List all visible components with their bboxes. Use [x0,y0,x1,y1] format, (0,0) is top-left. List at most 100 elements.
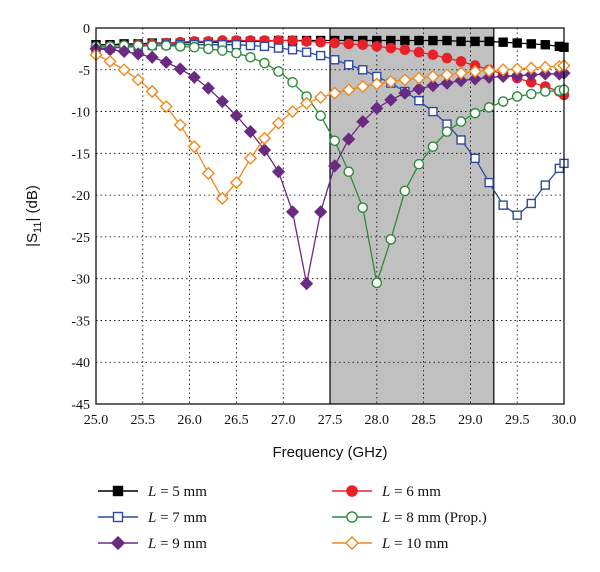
data-point [243,151,258,165]
data-point [285,205,300,219]
data-point [187,140,201,154]
data-point [160,40,172,51]
data-point [484,36,494,47]
x-tick-label: 28.5 [411,413,436,428]
legend-entry: L = 6 mm [332,484,441,500]
legend-label: L = 6 mm [381,484,441,500]
data-point [146,40,158,51]
data-point [145,50,159,64]
data-point [273,66,284,77]
data-point [414,35,424,46]
legend-swatch-marker [346,511,358,523]
data-point [357,39,369,51]
data-point [456,36,466,47]
data-point [540,40,550,50]
data-point [468,64,482,79]
y-axis-label-sub: 11 [32,222,44,233]
legend-label-var: L [381,536,390,552]
legend-label-value: = 9 mm [156,536,207,552]
legend-label: L = 5 mm [147,484,207,500]
data-point [229,109,243,123]
data-point [371,277,383,289]
data-point [538,67,552,81]
data-point [231,40,242,50]
data-point [173,62,187,76]
legend: L = 5 mm L = 6 mmL = 7 mm L = 8 mm (Prop.)… [98,484,487,552]
data-point [342,132,356,146]
data-point [271,165,286,179]
data-point [482,64,496,78]
x-tick-label: 26.5 [224,413,249,428]
data-point [468,72,482,86]
legend-label-var: L [147,484,156,500]
data-point [245,40,256,51]
y-axis-label: |S11| (dB) [24,185,44,247]
data-point [245,51,256,63]
legend-label-var: L [147,510,156,526]
data-point [328,86,342,100]
data-point [271,116,286,130]
data-point [117,63,131,77]
data-point [428,35,438,46]
legend-swatch-marker [110,535,126,551]
data-point [300,96,314,110]
data-point [469,107,481,119]
legend-label: L = 8 mm (Prop.) [381,510,487,526]
data-point [257,131,272,145]
data-point [217,45,228,56]
data-point [231,47,242,59]
data-point [456,135,466,145]
data-point [301,36,312,47]
data-point [455,116,467,127]
data-point [287,35,298,46]
y-tick-label: -20 [71,189,90,204]
data-point [525,88,537,100]
y-ticks: 0 -5 -10 -15 -20 -25 -30 -35 -40 -45 [71,22,90,413]
data-point [414,95,424,106]
data-point [131,73,145,87]
data-point [384,93,398,107]
data-point [103,54,117,69]
data-point [342,83,356,97]
data-point [229,175,243,190]
data-point [201,166,215,180]
data-point [356,79,370,94]
data-point [442,35,452,46]
y-tick-label: -40 [71,356,90,371]
series-6 [89,48,571,206]
data-point [399,44,411,56]
y-tick-label: -10 [71,106,90,121]
data-point [470,153,480,164]
legend-label-value: = 6 mm [390,484,441,500]
legend-entry: L = 8 mm (Prop.) [332,510,487,526]
data-point [496,69,510,84]
data-point [371,41,383,52]
data-point [328,159,342,173]
data-point [398,86,412,100]
x-axis-label: Frequency (GHz) [272,444,387,461]
data-point [398,73,412,87]
legend-label: L = 10 mm [381,536,449,552]
data-point [273,43,284,53]
data-point [385,42,397,54]
data-point [455,56,467,67]
x-tick-label: 25.5 [131,413,156,428]
data-point [215,191,229,206]
data-point [358,65,368,75]
data-point [329,55,340,65]
legend-entry: L = 9 mm [98,535,207,552]
data-point [440,68,454,82]
data-point [131,47,145,61]
data-point [314,90,328,104]
x-tick-label: 27.5 [318,413,343,428]
data-point [315,50,326,61]
data-point [524,61,538,75]
data-point [259,41,270,52]
data-point [470,36,480,47]
legend-label-var: L [147,536,156,552]
x-tick-label: 29.0 [458,413,483,428]
data-point [187,70,201,84]
data-point [498,200,508,210]
legend-label-var: L [381,510,390,526]
